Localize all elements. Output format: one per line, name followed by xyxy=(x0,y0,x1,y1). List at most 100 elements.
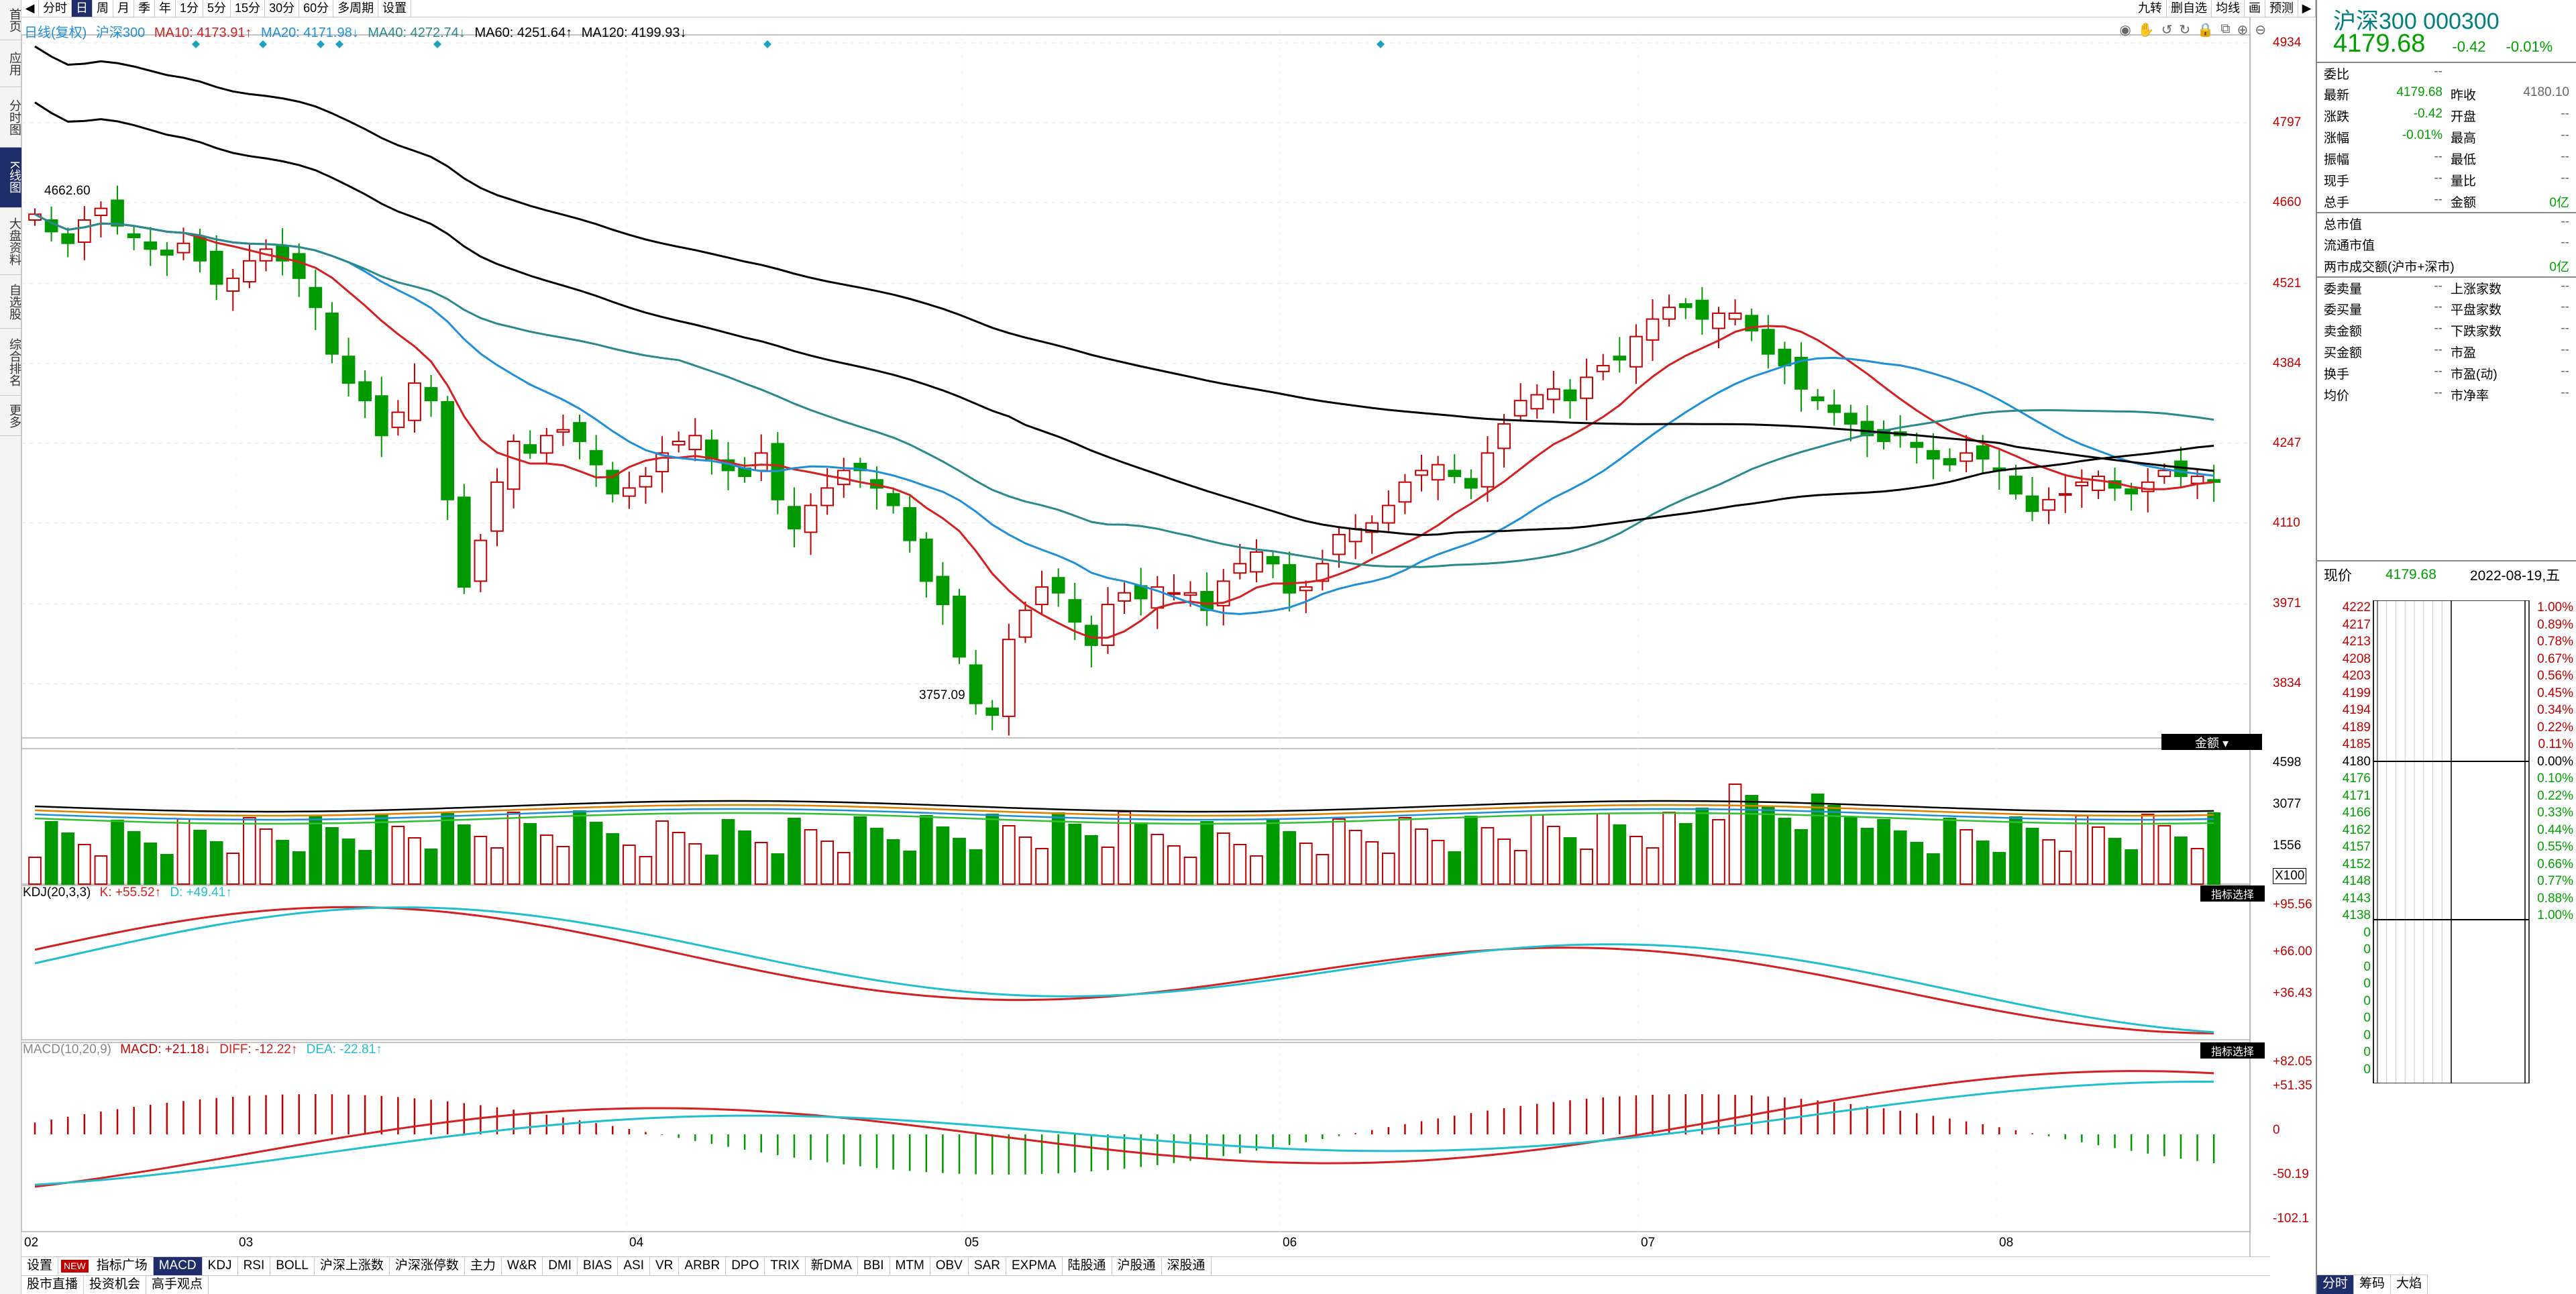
indicator-tab-17[interactable]: TRIX xyxy=(765,1257,806,1275)
news-tab-2[interactable]: 高手观点 xyxy=(146,1276,209,1294)
redo-icon[interactable]: ↻ xyxy=(2179,23,2191,38)
period-tab-3[interactable]: 月 xyxy=(113,0,134,17)
candle-body xyxy=(1926,449,1940,460)
tool-tab-1[interactable]: 删自选 xyxy=(2167,0,2212,17)
volume-bar xyxy=(1860,828,1874,885)
tool-tab-0[interactable]: 九转 xyxy=(2134,0,2167,17)
macd-indicator-select[interactable]: 指标选择 xyxy=(2200,1042,2265,1059)
kline-chart[interactable]: 日线(复权) 沪深300 MA10: 4173.91↑ MA20: 4171.9… xyxy=(21,17,2312,1258)
left-tab-3[interactable]: K线图 xyxy=(0,148,21,208)
candle-body xyxy=(61,233,75,244)
candle-body xyxy=(1811,396,1825,402)
tick-price: 0 xyxy=(2363,1028,2371,1042)
period-tab-10[interactable]: 60分 xyxy=(299,0,334,17)
quote-tab-1[interactable]: 筹码 xyxy=(2354,1275,2392,1294)
indicator-tab-22[interactable]: SAR xyxy=(969,1257,1006,1275)
left-tab-2[interactable]: 分时图 xyxy=(0,87,21,148)
period-tab-9[interactable]: 30分 xyxy=(265,0,300,17)
kdj-indicator-select[interactable]: 指标选择 xyxy=(2200,885,2265,902)
left-tab-7[interactable]: 更多 xyxy=(0,396,21,436)
candle-body xyxy=(2157,470,2171,478)
candle-body xyxy=(1118,592,1131,602)
price-tick-label: 4797 xyxy=(2273,115,2302,129)
period-tab-4[interactable]: 季 xyxy=(134,0,155,17)
prev-arrow-icon[interactable]: ◀ xyxy=(21,0,39,17)
zoom-in-icon[interactable]: ⊕ xyxy=(2237,23,2249,38)
indicator-tab-21[interactable]: OBV xyxy=(930,1257,969,1275)
indicator-tab-20[interactable]: MTM xyxy=(890,1257,930,1275)
tool-tab-2[interactable]: 均线 xyxy=(2212,0,2245,17)
tool-tab-3[interactable]: 画 xyxy=(2245,0,2265,17)
period-tab-5[interactable]: 年 xyxy=(155,0,176,17)
period-tab-11[interactable]: 多周期 xyxy=(333,0,379,17)
indicator-tab-25[interactable]: 沪股通 xyxy=(1112,1257,1162,1275)
indicator-tab-9[interactable]: 主力 xyxy=(465,1257,502,1275)
volume-bar xyxy=(523,823,537,885)
indicator-tab-1[interactable]: NEW xyxy=(61,1260,89,1273)
news-tab-1[interactable]: 投资机会 xyxy=(84,1276,147,1294)
candle-body xyxy=(969,664,983,704)
period-tab-1[interactable]: 日 xyxy=(72,0,93,17)
indicator-tab-6[interactable]: BOLL xyxy=(270,1257,315,1275)
candle-body xyxy=(523,444,537,454)
left-tab-1[interactable]: 应用 xyxy=(0,40,21,87)
period-tab-12[interactable]: 设置 xyxy=(378,0,412,17)
indicator-tab-15[interactable]: ARBR xyxy=(679,1257,727,1275)
period-tab-0[interactable]: 分时 xyxy=(39,0,72,17)
stat-label: 最高 xyxy=(2451,131,2477,146)
indicator-tab-18[interactable]: 新DMA xyxy=(806,1257,858,1275)
indicator-tab-0[interactable]: 设置 xyxy=(21,1257,59,1275)
period-tab-6[interactable]: 1分 xyxy=(176,0,204,17)
quote-change-pct: -0.01% xyxy=(2506,38,2553,55)
quote-panel: 沪深300 000300 4179.68 -0.42 -0.01% 委比 -- 最新… xyxy=(2316,0,2576,1294)
undo-icon[interactable]: ↺ xyxy=(2161,23,2173,38)
left-tab-6[interactable]: 综合排名 xyxy=(0,329,21,396)
tick-pct: 0.00% xyxy=(2537,754,2573,769)
hand-icon[interactable]: ✋ xyxy=(2137,23,2155,38)
volume-bar xyxy=(1051,812,1065,885)
indicator-tab-14[interactable]: VR xyxy=(650,1257,680,1275)
indicator-tab-5[interactable]: RSI xyxy=(238,1257,271,1275)
indicator-tab-3[interactable]: MACD xyxy=(153,1257,203,1275)
indicator-tab-13[interactable]: ASI xyxy=(618,1257,650,1275)
period-tab-7[interactable]: 5分 xyxy=(203,0,231,17)
stat-row: 委比 -- xyxy=(2317,62,2576,83)
indicator-tab-7[interactable]: 沪深上涨数 xyxy=(315,1257,390,1275)
quote-tab-2[interactable]: 大焰 xyxy=(2391,1275,2428,1294)
left-tab-5[interactable]: 自选股 xyxy=(0,275,21,329)
stat-label: 两市成交额(沪市+深市) xyxy=(2324,260,2455,274)
indicator-tab-23[interactable]: EXPMA xyxy=(1006,1257,1063,1275)
lock-icon[interactable]: 🔒 xyxy=(2197,23,2214,38)
tool-tab-4[interactable]: 预测 xyxy=(2265,0,2298,17)
copy-icon[interactable]: ⧉ xyxy=(2220,21,2231,36)
volume-bar xyxy=(2075,815,2089,885)
indicator-tab-26[interactable]: 深股通 xyxy=(1162,1257,1212,1275)
tick-price: 0 xyxy=(2363,993,2371,1008)
indicator-tab-4[interactable]: KDJ xyxy=(203,1257,238,1275)
price-tick-label: 3834 xyxy=(2273,676,2302,691)
indicator-tab-16[interactable]: DPO xyxy=(726,1257,765,1275)
tick-price: 4143 xyxy=(2342,891,2371,906)
indicator-tab-19[interactable]: BBI xyxy=(858,1257,890,1275)
quote-tab-0[interactable]: 分时 xyxy=(2317,1275,2355,1294)
zoom-out-icon[interactable]: ⊖ xyxy=(2255,23,2266,38)
next-arrow-icon[interactable]: ▶ xyxy=(2298,0,2316,17)
indicator-tab-2[interactable]: 指标广场 xyxy=(91,1257,154,1275)
volume-bar xyxy=(1629,836,1643,885)
left-tab-0[interactable]: 首页 xyxy=(0,0,21,40)
indicator-tab-12[interactable]: BIAS xyxy=(578,1257,619,1275)
volume-bar xyxy=(1712,819,1725,885)
news-tab-0[interactable]: 股市直播 xyxy=(21,1276,85,1294)
indicator-tab-11[interactable]: DMI xyxy=(543,1257,578,1275)
indicator-tab-24[interactable]: 陆股通 xyxy=(1063,1257,1112,1275)
indicator-tab-10[interactable]: W&R xyxy=(502,1257,543,1275)
tick-price: 4157 xyxy=(2342,840,2371,854)
period-tab-2[interactable]: 周 xyxy=(93,0,113,17)
period-tab-8[interactable]: 15分 xyxy=(231,0,266,17)
indicator-tab-8[interactable]: 沪深涨停数 xyxy=(390,1257,465,1275)
left-tab-4[interactable]: 大盘资料 xyxy=(0,208,21,275)
stat-value: 0亿 xyxy=(2549,195,2569,210)
legend-index: 沪深300 xyxy=(95,25,146,40)
stat-cell: 开盘 -- xyxy=(2447,107,2573,125)
eye-icon[interactable]: ◉ xyxy=(2119,23,2131,38)
